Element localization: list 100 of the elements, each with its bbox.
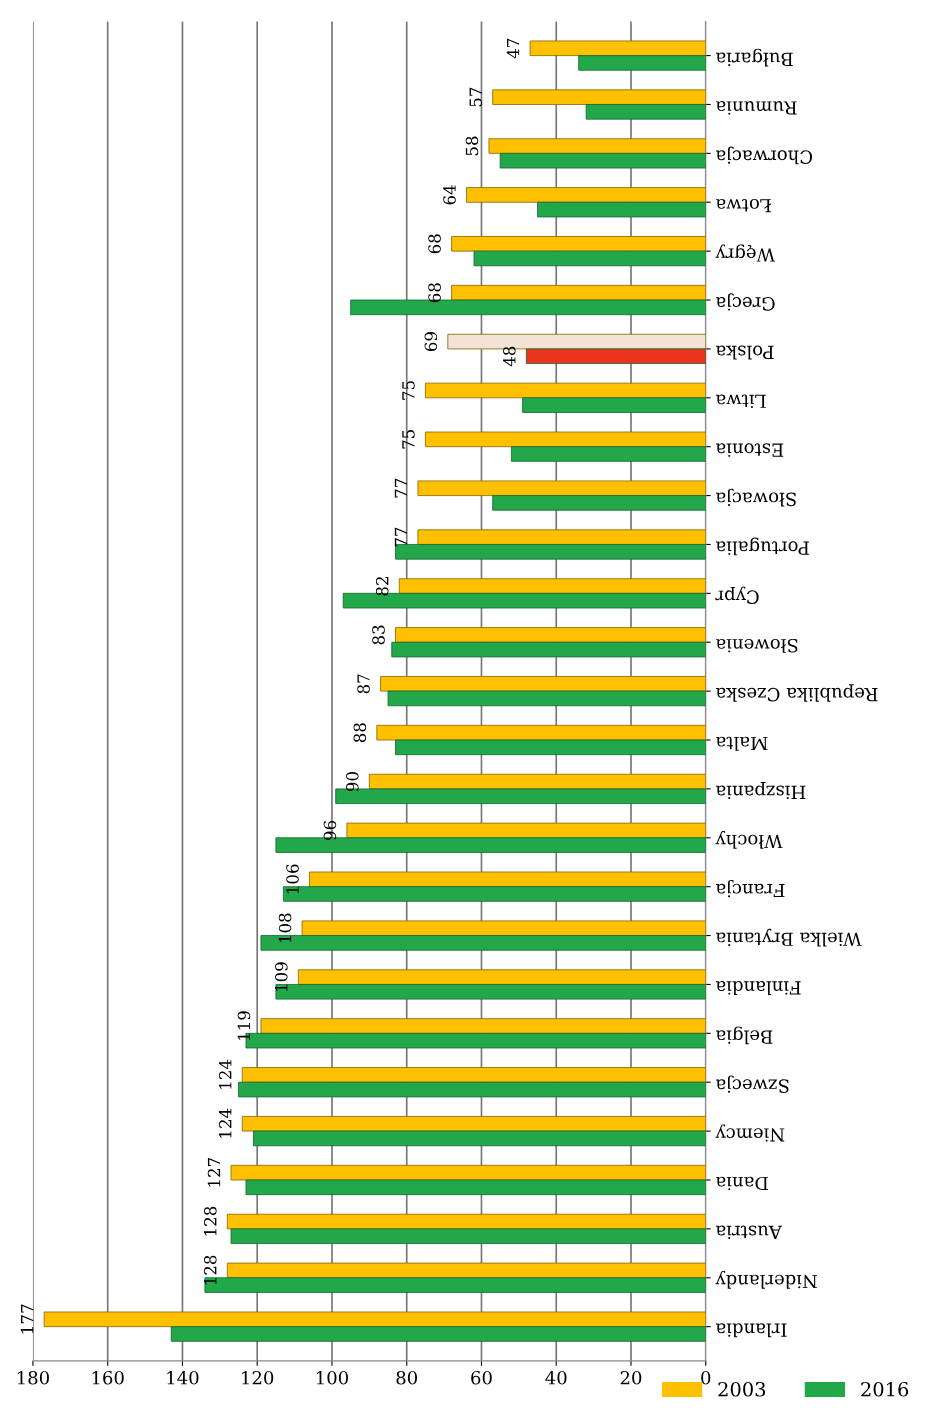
y-tick-label: Słowacja <box>715 488 796 507</box>
y-tick-label: Hiszpania <box>715 782 806 800</box>
bar <box>391 641 706 658</box>
bar <box>473 250 706 267</box>
y-tick-label: Niderlandy <box>715 1270 817 1289</box>
y-tick-label: Litwa <box>715 394 766 408</box>
data-label: 68 <box>428 234 441 254</box>
bar <box>380 676 706 692</box>
x-tick-label: 160 <box>92 1370 124 1385</box>
bar <box>301 920 706 936</box>
x-tick-label: 20 <box>620 1370 642 1385</box>
y-tick-label: Grecja <box>715 293 775 311</box>
bar <box>297 969 706 985</box>
y-tick-label: Węgry <box>715 244 776 262</box>
bar <box>522 397 706 413</box>
y-tick-label: Francja <box>715 879 785 898</box>
bar <box>529 40 706 57</box>
data-label: 87 <box>357 674 370 694</box>
bar <box>43 1311 706 1328</box>
bar <box>241 1067 706 1083</box>
data-label: 128 <box>203 1255 217 1285</box>
x-tick-label: 120 <box>242 1370 274 1385</box>
data-label: 88 <box>353 723 367 743</box>
bar <box>492 89 706 105</box>
bar <box>537 201 706 218</box>
bar <box>424 382 706 399</box>
bar <box>451 236 706 252</box>
bar <box>245 1179 706 1196</box>
y-tick-label: Irlandia <box>715 1323 787 1338</box>
bar <box>488 138 706 154</box>
bar <box>424 431 706 448</box>
y-tick-label: Malta <box>715 736 768 751</box>
data-label: 68 <box>428 283 441 303</box>
bar <box>466 187 706 203</box>
bar <box>238 1081 706 1098</box>
bar <box>417 480 706 496</box>
data-label: 57 <box>469 87 482 107</box>
data-label: 177 <box>20 1304 34 1334</box>
x-tick-label: 100 <box>316 1370 348 1385</box>
y-tick-label: Niemcy <box>715 1124 785 1142</box>
bar <box>241 1116 706 1132</box>
bar <box>230 1228 706 1244</box>
y-tick-label: Bułgaria <box>715 48 793 67</box>
y-tick-label: Estonia <box>715 443 784 457</box>
bar <box>578 55 706 71</box>
data-label: 90 <box>346 772 359 792</box>
data-label: 47 <box>506 38 520 59</box>
bar <box>417 529 706 545</box>
bar <box>226 1213 706 1230</box>
y-tick-label: Polska <box>715 345 774 360</box>
data-label: 108 <box>278 913 292 943</box>
bar <box>499 152 706 169</box>
bar <box>510 446 706 462</box>
data-label: 48 <box>503 346 516 367</box>
y-tick-label: Szwecja <box>715 1075 789 1093</box>
bar <box>309 871 706 888</box>
x-tick-label: 80 <box>396 1370 418 1385</box>
data-label: 127 <box>207 1157 221 1187</box>
bar <box>492 495 706 511</box>
bar <box>170 1326 706 1342</box>
bar <box>398 578 706 594</box>
data-label: 77 <box>394 478 407 498</box>
bar <box>387 690 706 707</box>
y-tick-label: Dania <box>715 1176 768 1191</box>
data-label: 106 <box>286 864 299 894</box>
y-tick-label: Austria <box>715 1225 782 1240</box>
data-label: 75 <box>402 430 415 449</box>
data-label: 82 <box>375 577 389 596</box>
y-tick-label: Belgia <box>715 1026 773 1045</box>
data-label: 124 <box>218 1059 232 1089</box>
data-label: 58 <box>465 136 479 156</box>
bar <box>525 348 706 364</box>
data-label: 119 <box>237 1011 251 1040</box>
legend-label: 2016 <box>861 1381 909 1397</box>
data-label: 75 <box>402 381 415 400</box>
y-tick-label: Portugalia <box>715 537 809 556</box>
x-tick-label: 0 <box>701 1370 711 1385</box>
y-tick-label: Włochy <box>715 830 783 849</box>
y-tick-label: Łotwa <box>715 198 772 213</box>
data-label: 77 <box>394 527 407 547</box>
data-label: 83 <box>372 625 385 645</box>
bar <box>346 822 706 839</box>
data-label: 128 <box>203 1206 217 1236</box>
data-label: 69 <box>424 332 438 352</box>
y-tick-label: Słowenia <box>715 638 798 653</box>
x-tick-label: 40 <box>545 1370 567 1385</box>
bar <box>395 739 706 756</box>
y-tick-label: Republika Czeska <box>715 684 878 702</box>
legend-label: 2003 <box>718 1381 766 1397</box>
y-tick-label: Rumunia <box>715 101 797 115</box>
bar <box>451 284 706 301</box>
y-tick-label: Wielka Brytania <box>715 928 862 947</box>
data-label: 96 <box>323 820 337 841</box>
bar <box>260 1018 706 1034</box>
data-label: 64 <box>443 185 456 205</box>
bar <box>395 627 706 643</box>
bar <box>230 1164 706 1181</box>
x-tick-label: 60 <box>471 1370 492 1385</box>
y-tick-label: Finlandia <box>715 981 801 996</box>
bar <box>226 1262 706 1279</box>
